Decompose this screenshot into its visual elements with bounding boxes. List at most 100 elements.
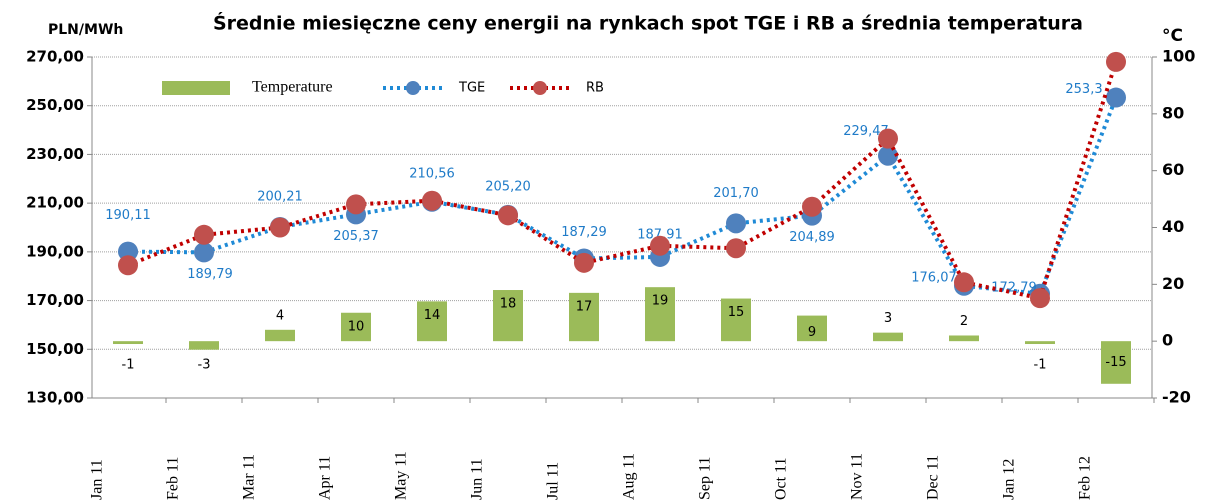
x-tick-label: Aug 11 (621, 453, 638, 500)
x-tick-label: Nov 11 (849, 453, 866, 500)
data-label: 253,3 (1065, 82, 1102, 97)
bar-label: 2 (960, 314, 968, 329)
y2-tick-label: 100 (1162, 47, 1195, 66)
x-tick-label: Dec 11 (925, 455, 942, 500)
legend-label: TGE (458, 81, 485, 96)
bar (949, 335, 979, 342)
data-label: 187,29 (561, 225, 607, 240)
bar-label: -1 (1034, 358, 1047, 373)
marker (118, 255, 138, 276)
x-tick-label: May 11 (393, 451, 410, 500)
bar (265, 329, 295, 342)
bar (341, 312, 371, 342)
data-label: 200,21 (257, 189, 303, 204)
bar-label: 19 (652, 294, 669, 309)
data-label: 229,47 (843, 124, 889, 139)
marker (194, 242, 214, 263)
y-tick-label: 150,00 (26, 340, 84, 358)
line (127, 96, 1118, 296)
x-tick-label: Oct 11 (773, 457, 790, 500)
data-label: 190,11 (105, 208, 151, 223)
y-tick-label: 210,00 (26, 194, 84, 212)
x-tick-label: Jul 11 (545, 462, 562, 500)
y2-axis-label: °C (1162, 26, 1183, 46)
marker (1106, 51, 1126, 72)
data-label: 189,79 (187, 267, 233, 282)
marker (1030, 288, 1050, 309)
bar (645, 287, 675, 342)
data-label: 172,79 (991, 280, 1037, 295)
marker (878, 128, 898, 149)
bar-label: 10 (348, 319, 365, 334)
y-tick-label: 170,00 (26, 291, 84, 309)
x-tick-label: Feb 12 (1077, 456, 1094, 500)
bar (189, 341, 219, 350)
bar-label: -1 (122, 358, 135, 373)
y-tick-label: 130,00 (26, 389, 84, 407)
y-axis-label: PLN/MWh (48, 22, 123, 38)
bar-label: 14 (424, 308, 441, 323)
bar-label: 17 (576, 299, 593, 314)
bar-label: -3 (198, 358, 211, 373)
y2-tick-label: 80 (1162, 103, 1184, 122)
marker (346, 194, 366, 215)
x-tick-label: Feb 11 (165, 457, 182, 500)
data-label: 204,89 (789, 230, 835, 245)
marker (574, 252, 594, 273)
data-label: 176,07 (911, 270, 957, 285)
y2-tick-label: -20 (1162, 388, 1191, 407)
marker (422, 190, 442, 211)
marker (726, 238, 746, 259)
bar-label: 3 (884, 311, 892, 326)
bar (569, 292, 599, 342)
legend-label: RB (586, 81, 604, 96)
bar-label: 4 (276, 308, 284, 323)
marker (194, 224, 214, 245)
legend-marker (406, 81, 420, 95)
legend-marker (533, 81, 547, 95)
y-tick-label: 190,00 (26, 242, 84, 260)
marker (498, 205, 518, 226)
bar (113, 341, 143, 345)
bar-label: -15 (1105, 355, 1126, 370)
legend-label: Temperature (252, 79, 333, 96)
bar-label: 15 (728, 305, 745, 320)
x-tick-label: Jun 11 (469, 458, 486, 500)
data-label: 210,56 (409, 166, 455, 181)
bar (493, 290, 523, 342)
x-tick-label: Sep 11 (697, 457, 714, 500)
bar-label: 9 (808, 325, 816, 340)
data-label: 201,70 (713, 186, 759, 201)
x-tick-label: Jan 11 (89, 459, 106, 500)
marker (650, 235, 670, 256)
y2-tick-label: 40 (1162, 217, 1184, 236)
x-tick-label: Apr 11 (317, 456, 334, 500)
marker (878, 145, 898, 166)
x-tick-label: Mar 11 (241, 454, 258, 500)
bar (721, 298, 751, 342)
marker (270, 217, 290, 238)
legend-swatch (162, 81, 230, 95)
marker (954, 272, 974, 293)
data-label: 205,37 (333, 229, 379, 244)
marker (726, 213, 746, 234)
y2-tick-label: 60 (1162, 160, 1184, 179)
data-label: 187,91 (637, 227, 683, 242)
y2-tick-label: 0 (1162, 331, 1173, 350)
y-tick-label: 250,00 (26, 96, 84, 114)
bar (1101, 341, 1131, 384)
bar (417, 301, 447, 342)
bar (873, 332, 903, 342)
bar-label: 18 (500, 297, 517, 312)
chart-title: Średnie miesięczne ceny energii na rynka… (213, 11, 1083, 35)
data-label: 205,20 (485, 179, 531, 194)
marker (118, 241, 138, 262)
marker (1106, 87, 1126, 108)
bar (1025, 341, 1055, 345)
line (127, 61, 1118, 301)
y-tick-label: 230,00 (26, 145, 84, 163)
y2-tick-label: 20 (1162, 274, 1184, 293)
bar (797, 315, 827, 342)
marker (802, 196, 822, 217)
